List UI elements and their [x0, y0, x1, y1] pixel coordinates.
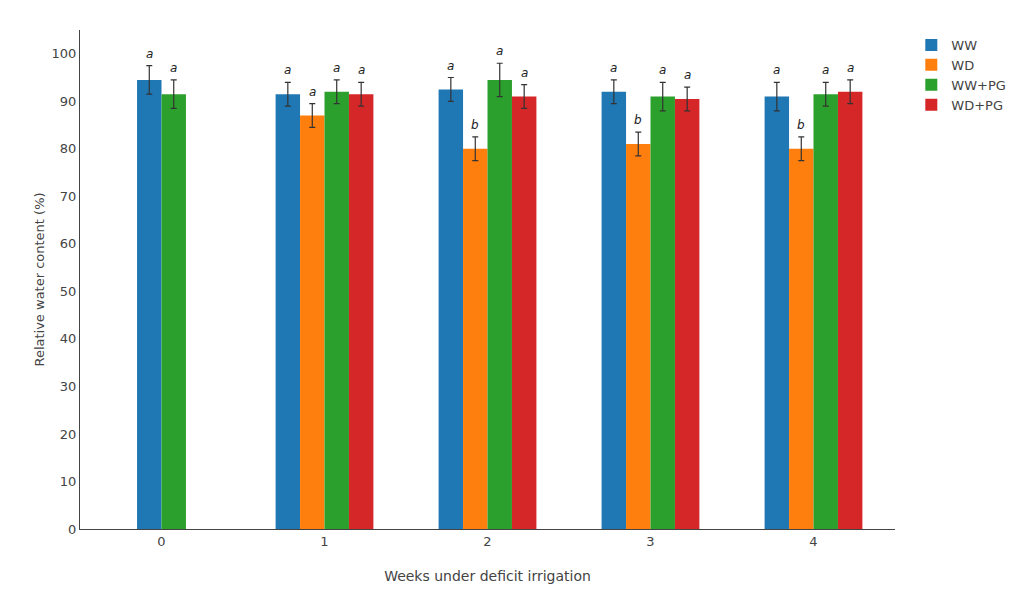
svg-text:3: 3 — [646, 534, 654, 549]
svg-text:40: 40 — [60, 331, 77, 346]
svg-text:a: a — [496, 44, 503, 58]
svg-text:b: b — [634, 113, 642, 127]
svg-text:a: a — [284, 63, 291, 77]
svg-text:a: a — [146, 47, 153, 61]
svg-text:2: 2 — [483, 534, 491, 549]
svg-text:Relative water content (%): Relative water content (%) — [32, 192, 47, 366]
svg-text:a: a — [521, 66, 528, 80]
svg-text:WD+PG: WD+PG — [951, 98, 1003, 113]
svg-text:WD: WD — [951, 58, 974, 73]
svg-text:0: 0 — [68, 522, 76, 537]
svg-text:a: a — [773, 63, 780, 77]
svg-text:a: a — [447, 59, 454, 73]
svg-text:20: 20 — [60, 427, 77, 442]
svg-text:a: a — [170, 61, 177, 75]
svg-text:Weeks under deficit irrigation: Weeks under deficit irrigation — [384, 568, 591, 584]
svg-text:a: a — [309, 85, 316, 99]
svg-text:60: 60 — [60, 236, 77, 251]
svg-text:70: 70 — [60, 189, 77, 204]
svg-text:a: a — [659, 63, 666, 77]
svg-text:0: 0 — [157, 534, 165, 549]
svg-text:4: 4 — [809, 534, 817, 549]
svg-text:a: a — [610, 61, 617, 75]
svg-text:80: 80 — [60, 141, 77, 156]
svg-text:a: a — [358, 63, 365, 77]
svg-text:a: a — [684, 68, 691, 82]
svg-text:b: b — [797, 118, 805, 132]
svg-text:b: b — [471, 118, 479, 132]
svg-text:1: 1 — [320, 534, 328, 549]
svg-text:10: 10 — [60, 474, 77, 489]
svg-text:90: 90 — [60, 94, 77, 109]
svg-text:a: a — [333, 61, 340, 75]
svg-text:a: a — [847, 61, 854, 75]
svg-text:WW+PG: WW+PG — [951, 78, 1006, 93]
svg-text:a: a — [822, 63, 829, 77]
svg-text:50: 50 — [60, 284, 77, 299]
svg-text:100: 100 — [52, 46, 77, 61]
svg-text:WW: WW — [951, 38, 977, 53]
svg-text:30: 30 — [60, 379, 77, 394]
